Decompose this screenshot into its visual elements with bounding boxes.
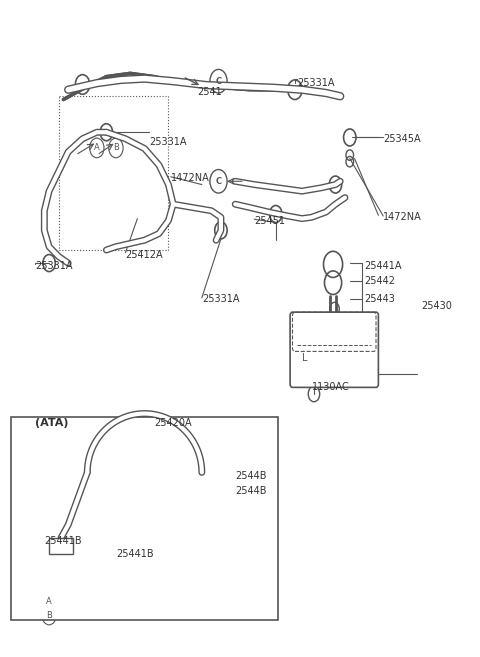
Bar [11,417,278,620]
Text: 25441A: 25441A [364,261,402,271]
Text: A: A [46,597,52,606]
Text: L: L [302,353,308,363]
Text: 25331A: 25331A [297,78,335,88]
Text: B: B [113,143,119,152]
Text: A: A [94,143,100,152]
Text: 25331A: 25331A [149,137,187,147]
Text: 1472NA: 1472NA [383,212,422,222]
Text: C: C [216,77,222,85]
Text: 25451: 25451 [254,215,285,225]
Text: 2544B: 2544B [235,470,267,481]
Circle shape [206,466,216,479]
FancyBboxPatch shape [290,312,378,388]
Text: 25441B: 25441B [44,536,82,546]
Text: 2544B: 2544B [235,486,267,496]
Circle shape [206,480,216,493]
Text: 1130AC: 1130AC [312,382,349,392]
Text: 2541: 2541 [197,87,222,97]
Text: (ATA): (ATA) [35,419,68,428]
Text: 25443: 25443 [364,294,395,304]
Text: 25441B: 25441B [116,549,154,559]
Text: 1472NA: 1472NA [171,173,210,183]
Text: 25331A: 25331A [202,294,240,304]
Text: 25345A: 25345A [383,134,421,144]
Text: 25442: 25442 [364,277,395,286]
Text: 25412A: 25412A [125,250,163,260]
Text: 25430: 25430 [421,301,452,311]
Bar [49,538,73,555]
Text: 25331A: 25331A [35,261,72,271]
Text: C: C [216,177,222,186]
Text: 25420A: 25420A [154,419,192,428]
Text: B: B [46,610,52,620]
